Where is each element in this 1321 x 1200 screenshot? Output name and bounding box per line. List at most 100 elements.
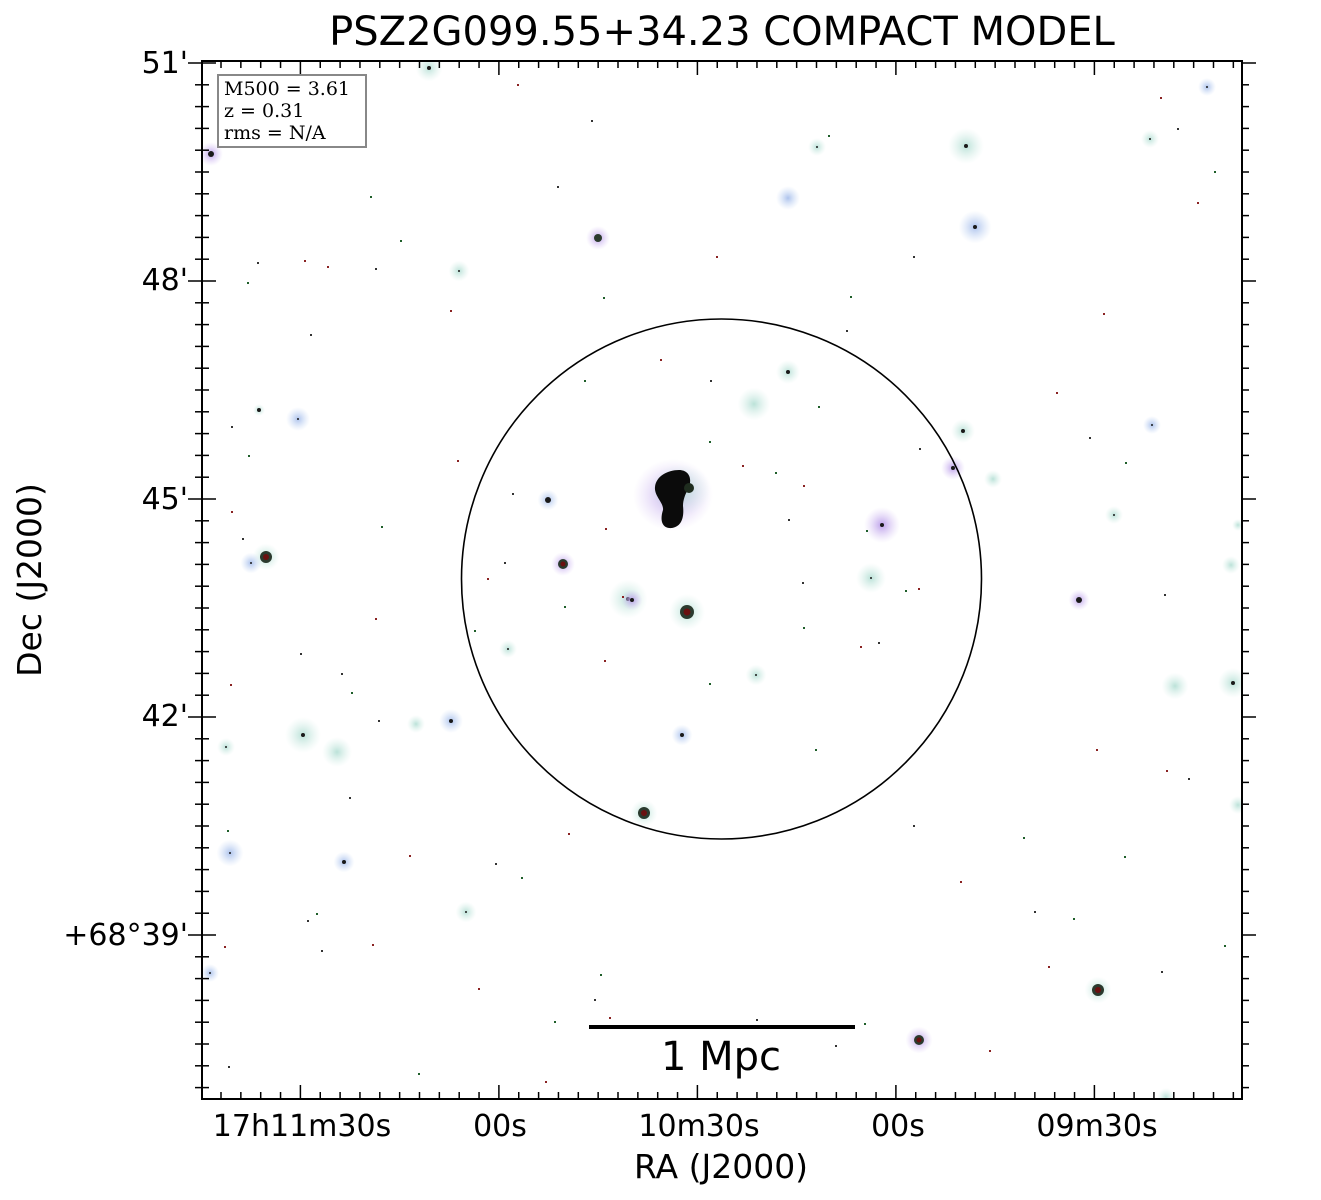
noise-pixel <box>1214 171 1216 173</box>
point-source <box>630 799 658 827</box>
noise-pixel <box>1125 462 1127 464</box>
noise-pixel <box>554 1021 556 1023</box>
noise-pixel <box>756 1019 758 1021</box>
noise-pixel <box>378 720 380 722</box>
noise-pixel <box>227 830 229 832</box>
point-source <box>948 128 984 164</box>
noise-pixel <box>622 596 624 598</box>
noise-pixel <box>450 310 452 312</box>
noise-pixel <box>1160 97 1162 99</box>
noise-pixel <box>372 944 374 946</box>
noise-pixel <box>224 946 226 948</box>
point-source <box>202 142 223 166</box>
point-source <box>448 260 470 282</box>
mass-text: M500 = 3.61 <box>224 78 351 100</box>
point-source <box>905 1026 933 1054</box>
noise-pixel <box>1177 128 1179 130</box>
noise-pixel <box>710 380 712 382</box>
noise-pixel <box>300 653 302 655</box>
point-source <box>537 489 559 511</box>
x-tick-label-17h11m30s: 17h11m30s <box>212 1109 392 1144</box>
noise-pixel <box>512 493 514 495</box>
x-axis-title: RA (J2000) <box>633 1147 809 1186</box>
point-source <box>322 737 352 767</box>
point-source <box>1229 796 1242 814</box>
noise-pixel <box>818 406 820 408</box>
point-source <box>1157 1088 1175 1099</box>
point-source <box>951 419 975 443</box>
x-tick-label-10m30s: 10m30s <box>638 1109 760 1144</box>
noise-pixel <box>310 334 312 336</box>
noise-pixel <box>228 1066 230 1068</box>
x-tick-label-10m00s: 00s <box>871 1109 925 1144</box>
noise-pixel <box>1023 837 1025 839</box>
noise-pixel <box>248 455 250 457</box>
noise-pixel <box>351 692 353 694</box>
noise-pixel <box>609 1017 611 1019</box>
noise-pixel <box>304 260 306 262</box>
noise-pixel <box>230 684 232 686</box>
noise-pixel <box>316 913 318 915</box>
noise-pixel <box>1034 911 1036 913</box>
noise-pixel <box>321 950 323 952</box>
point-source <box>439 709 463 733</box>
noise-pixel <box>1089 437 1091 439</box>
x-tick-label-09m30s: 09m30s <box>1036 1109 1158 1144</box>
plot-title: PSZ2G099.55+34.23 COMPACT MODEL <box>329 9 1115 55</box>
noise-pixel <box>803 627 805 629</box>
noise-pixel <box>1103 313 1105 315</box>
noise-pixel <box>545 1081 547 1083</box>
point-source <box>551 552 575 576</box>
scale-bar-label: 1 Mpc <box>660 1034 782 1080</box>
cluster-info-box: M500 = 3.61 z = 0.31 rms = N/A <box>217 74 367 148</box>
noise-pixel <box>247 282 249 284</box>
noise-pixel <box>487 578 489 580</box>
point-source <box>415 61 443 82</box>
noise-pixel <box>815 749 817 751</box>
y-tick-label-51: 51' <box>141 46 188 81</box>
point-source <box>455 901 477 923</box>
noise-pixel <box>349 797 351 799</box>
noise-pixel <box>905 590 907 592</box>
point-source <box>1141 130 1159 148</box>
rms-text: rms = N/A <box>224 122 326 144</box>
point-source <box>286 407 310 431</box>
point-source <box>745 664 767 686</box>
point-source <box>958 210 992 244</box>
noise-pixel <box>604 660 606 662</box>
noise-pixel <box>495 863 497 865</box>
noise-pixel <box>594 999 596 1001</box>
noise-pixel <box>605 528 607 530</box>
noise-pixel <box>564 606 566 608</box>
point-source <box>1198 78 1216 96</box>
axis-ticks <box>188 61 1256 1099</box>
noise-pixel <box>1164 594 1166 596</box>
point-source <box>737 387 771 421</box>
noise-pixel <box>327 266 329 268</box>
noise-pixel <box>742 465 744 467</box>
noise-pixel <box>850 296 852 298</box>
point-source <box>669 594 705 630</box>
noise-pixel <box>709 683 711 685</box>
noise-pixel <box>375 618 377 620</box>
noise-pixel <box>1048 966 1050 968</box>
noise-pixel <box>1073 918 1075 920</box>
noise-pixel <box>521 877 523 879</box>
noise-pixel <box>1056 392 1058 394</box>
point-source <box>333 851 355 873</box>
point-source <box>856 563 886 593</box>
plot-frame <box>201 60 1243 1100</box>
noise-pixel <box>913 256 915 258</box>
noise-pixel <box>600 974 602 976</box>
y-tick-label-45: 45' <box>141 482 188 517</box>
redshift-text: z = 0.31 <box>224 100 305 122</box>
point-source <box>864 507 900 543</box>
noise-pixel <box>504 562 506 564</box>
y-axis-title: Dec (J2000) <box>10 483 49 677</box>
point-source <box>1161 672 1189 700</box>
noise-pixel <box>1166 770 1168 772</box>
noise-pixel <box>370 196 372 198</box>
noise-pixel <box>864 1023 866 1025</box>
point-source <box>407 715 425 733</box>
